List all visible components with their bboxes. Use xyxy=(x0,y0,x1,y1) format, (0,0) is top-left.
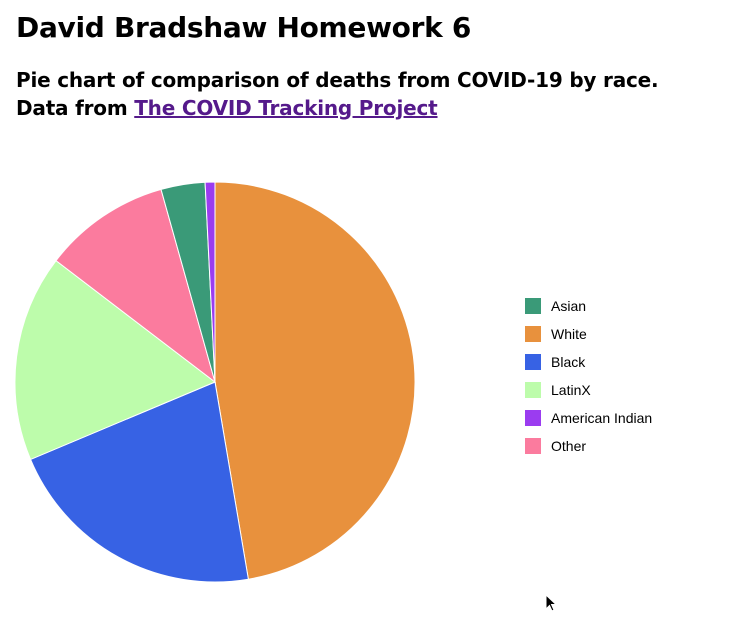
covid-tracking-project-link[interactable]: The COVID Tracking Project xyxy=(134,96,438,120)
legend-swatch-black xyxy=(525,354,541,370)
legend-label-white[interactable]: White xyxy=(551,326,587,342)
pie-slice-white[interactable] xyxy=(214,181,416,580)
legend-label-american-indian[interactable]: American Indian xyxy=(551,410,652,426)
page-title: David Bradshaw Homework 6 xyxy=(16,11,472,44)
legend-swatch-latinx xyxy=(525,382,541,398)
legend-swatch-other xyxy=(525,438,541,454)
legend-label-latinx[interactable]: LatinX xyxy=(551,382,591,398)
mouse-cursor-icon xyxy=(545,594,558,612)
pie-slices xyxy=(14,181,416,583)
subtitle-line-1: Pie chart of comparison of deaths from C… xyxy=(16,68,659,92)
pie-slice-american-indian[interactable] xyxy=(204,181,216,383)
chart-legend: Asian White Black LatinX American Indian Othe… xyxy=(525,298,652,454)
legend-swatch-asian xyxy=(525,298,541,314)
page-subtitle: Pie chart of comparison of deaths from C… xyxy=(16,66,659,122)
pie-slice-latinx[interactable] xyxy=(14,259,216,461)
subtitle-prefix: Data from xyxy=(16,96,135,120)
legend-swatch-white xyxy=(525,326,541,342)
pie-slice-black[interactable] xyxy=(29,381,249,583)
pie-slice-other[interactable] xyxy=(55,188,216,384)
legend-swatch-american-indian xyxy=(525,410,541,426)
legend-label-black[interactable]: Black xyxy=(551,354,586,370)
legend-label-asian[interactable]: Asian xyxy=(551,298,586,314)
legend-label-other[interactable]: Other xyxy=(551,438,586,454)
